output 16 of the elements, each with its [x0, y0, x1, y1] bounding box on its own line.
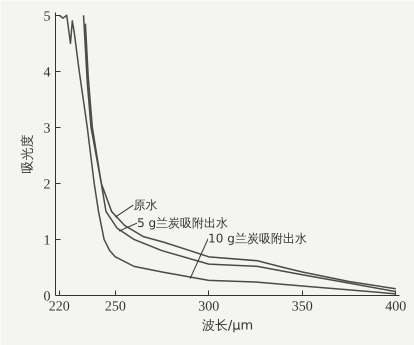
- y-axis-title: 吸光度: [20, 134, 36, 174]
- y-tick-label: 2: [44, 177, 50, 192]
- y-tick-label: 5: [44, 9, 50, 24]
- x-axis-title: 波长/μm: [202, 318, 254, 334]
- x-tick-label: 300: [198, 300, 220, 314]
- x-tick-label: 350: [292, 300, 313, 314]
- annotation: 5 g兰炭吸附出水: [137, 216, 228, 230]
- x-tick-label: 250: [104, 300, 126, 314]
- x-tick-label: 220: [48, 300, 70, 314]
- annotation: 原水: [133, 198, 158, 212]
- y-tick-label: 0: [44, 290, 50, 304]
- y-tick-label: 1: [44, 233, 50, 248]
- x-tick-label: 400: [385, 300, 406, 314]
- y-tick-label: 4: [44, 65, 50, 80]
- y-tick-label: 3: [44, 121, 50, 136]
- annotation: 10 g兰炭吸附出水: [208, 232, 307, 246]
